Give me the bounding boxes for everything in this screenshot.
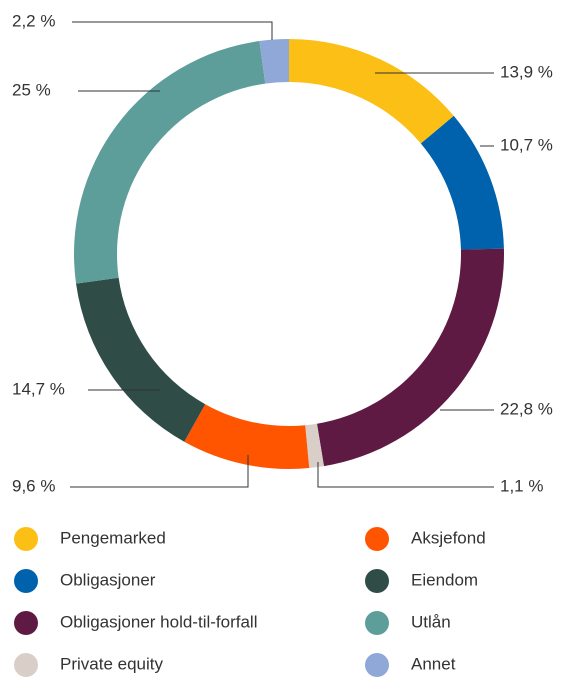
donut-slice [420, 115, 504, 250]
legend-swatch [365, 569, 389, 593]
donut-slice [305, 423, 324, 469]
data-label: 25 % [12, 80, 51, 99]
data-label: 1,1 % [500, 476, 543, 495]
donut-slice [259, 39, 289, 84]
data-label: 9,6 % [12, 476, 55, 495]
data-label: 13,9 % [500, 62, 553, 81]
legend-swatch [14, 527, 38, 551]
legend-label: Pengemarked [60, 528, 166, 547]
legend-swatch [365, 653, 389, 677]
legend-swatch [14, 653, 38, 677]
legend-swatch [365, 527, 389, 551]
data-label: 2,2 % [12, 11, 55, 30]
legend-label: Eiendom [411, 570, 478, 589]
data-label: 14,7 % [12, 379, 65, 398]
legend-label: Private equity [60, 654, 163, 673]
legend-label: Utlån [411, 612, 451, 631]
legend-label: Obligasjoner [60, 570, 156, 589]
donut-slice [184, 404, 310, 470]
legend-swatch [14, 569, 38, 593]
leader-line [70, 455, 249, 488]
data-label: 10,7 % [500, 135, 553, 154]
legend-swatch [14, 611, 38, 635]
donut-slice [76, 277, 206, 442]
donut-slice [289, 39, 454, 144]
donut-slice [316, 248, 504, 467]
legend-label: Obligasjoner hold-til-forfall [60, 612, 257, 631]
legend-label: Annet [411, 654, 456, 673]
legend-label: Aksjefond [411, 528, 486, 547]
donut-slice [74, 41, 266, 284]
legend-swatch [365, 611, 389, 635]
leader-line [317, 462, 494, 488]
data-label: 22,8 % [500, 399, 553, 418]
leader-line [72, 21, 273, 40]
